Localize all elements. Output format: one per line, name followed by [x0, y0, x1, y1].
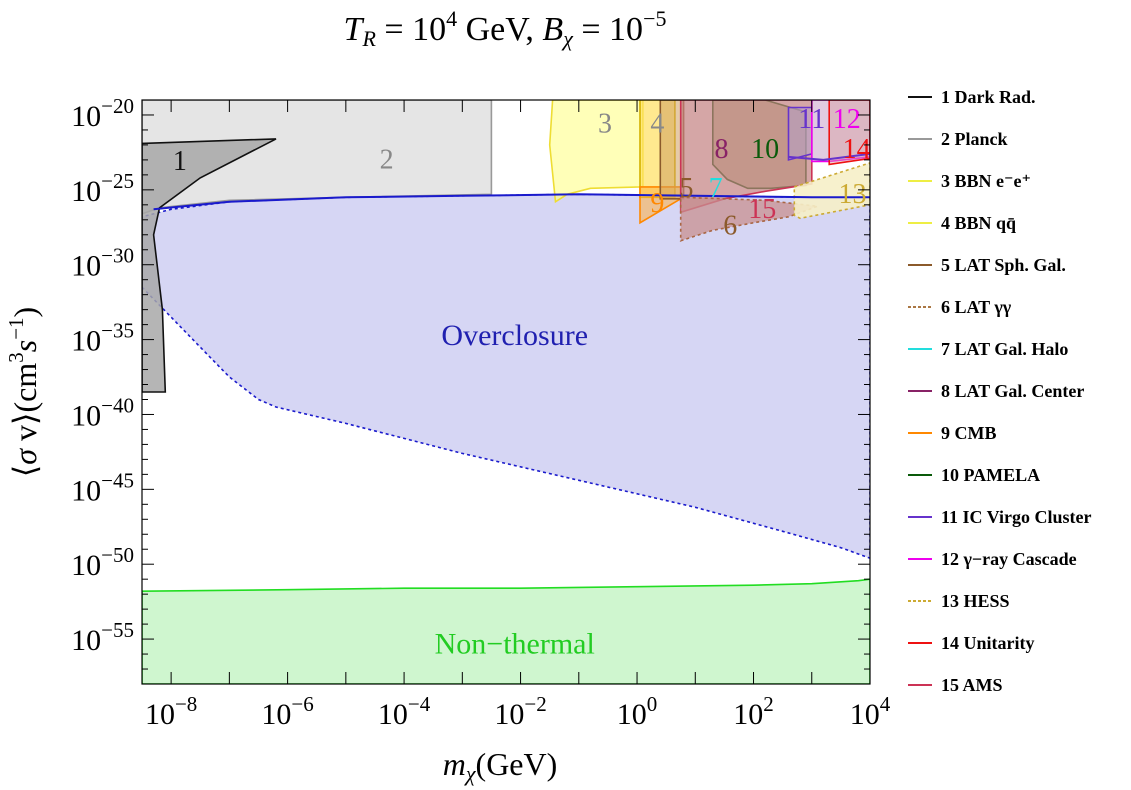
x-tick-label: 10−6 — [261, 692, 313, 731]
region-number-label: 8 — [714, 134, 728, 165]
overclosure-edge — [153, 193, 870, 211]
legend-entry: 1 Dark Rad. — [908, 87, 1036, 107]
legend-label: 3 BBN e⁻e⁺ — [941, 171, 1031, 191]
legend-entry: 8 LAT Gal. Center — [908, 381, 1084, 401]
region-number-label: 4 — [650, 108, 664, 139]
y-tick-label: 10−40 — [71, 393, 134, 432]
legend-entry: 5 LAT Sph. Gal. — [908, 255, 1066, 275]
region-14-area — [828, 100, 870, 166]
regions-layer — [142, 100, 870, 684]
legend-label: 13 HESS — [941, 591, 1010, 611]
ic-virgo-line — [788, 152, 870, 161]
y-axis-label: ⟨σ v⟩(cm3s−1) — [4, 307, 43, 477]
region-number-label: 1 — [173, 146, 187, 177]
plot-frame — [141, 99, 871, 685]
legend-label: 10 PAMELA — [941, 465, 1040, 485]
legend-label: 7 LAT Gal. Halo — [941, 339, 1068, 359]
region-number-label: 2 — [380, 144, 394, 175]
region-3-area — [548, 100, 644, 204]
legend-label: 15 AMS — [941, 675, 1003, 695]
y-tick-label: 10−25 — [71, 169, 134, 208]
plot-frame-rect — [141, 99, 871, 685]
legend-label: 11 IC Virgo Cluster — [941, 507, 1092, 527]
overclosure-area — [142, 193, 870, 560]
legend-label: 4 BBN qq̄ — [941, 213, 1016, 233]
region-number-label: 9 — [650, 188, 664, 219]
legend-entry: 7 LAT Gal. Halo — [908, 339, 1068, 359]
legend-entry: 11 IC Virgo Cluster — [908, 507, 1092, 527]
y-tick-label: 10−55 — [71, 618, 134, 657]
region-name-label: Non−thermal — [435, 628, 595, 661]
legend-label: 12 γ−ray Cascade — [941, 549, 1077, 569]
legend-entry: 10 PAMELA — [908, 465, 1040, 485]
region-6-area — [679, 196, 818, 242]
legend-label: 8 LAT Gal. Center — [941, 381, 1084, 401]
region-12-area — [810, 100, 870, 163]
x-tick-label: 100 — [617, 692, 658, 731]
region-number-label: 13 — [839, 179, 867, 210]
x-tick-label: 10−2 — [494, 692, 546, 731]
svg-text:TR = 104 GeV, Bχ = 10−5: TR = 104 GeV, Bχ = 10−5 — [344, 6, 667, 51]
svg-text:⟨σ v⟩(cm3s−1): ⟨σ v⟩(cm3s−1) — [4, 307, 43, 477]
legend-label: 14 Unitarity — [941, 633, 1035, 653]
y-tick-label: 10−30 — [71, 244, 134, 283]
x-tick-label: 102 — [733, 692, 774, 731]
legend: 1 Dark Rad. 2 Planck 3 BBN e⁻e⁺ 4 BBN qq̄ 5 … — [908, 87, 1092, 695]
y-tick-label: 10−35 — [71, 319, 134, 358]
y-tick-label: 10−45 — [71, 468, 134, 507]
legend-label: 2 Planck — [941, 129, 1008, 149]
legend-entry: 3 BBN e⁻e⁺ — [908, 171, 1031, 191]
x-tick-label: 10−8 — [145, 692, 197, 731]
region-number-label: 6 — [723, 210, 737, 241]
legend-entry: 12 γ−ray Cascade — [908, 549, 1077, 569]
legend-entry: 4 BBN qq̄ — [908, 213, 1016, 233]
legend-label: 9 CMB — [941, 423, 997, 443]
axis-ticks: 10−8 10−6 10−4 10−2 100 102 10410−2010−2510−30… — [71, 94, 891, 731]
legend-entry: 14 Unitarity — [908, 633, 1035, 653]
y-tick-label: 10−20 — [71, 94, 134, 133]
legend-label: 1 Dark Rad. — [941, 87, 1036, 107]
svg-text:mχ(GeV): mχ(GeV) — [443, 746, 558, 786]
legend-label: 5 LAT Sph. Gal. — [941, 255, 1066, 275]
legend-entry: 9 CMB — [908, 423, 997, 443]
region-1-area — [142, 138, 277, 393]
chart-title: TR = 104 GeV, Bχ = 10−5 — [344, 6, 667, 51]
legend-label: 6 LAT γγ — [941, 297, 1012, 317]
x-axis-label: mχ(GeV) — [443, 746, 558, 786]
region-number-label: 15 — [748, 194, 776, 225]
y-tick-label: 10−50 — [71, 543, 134, 582]
legend-entry: 13 HESS — [908, 591, 1010, 611]
non-thermal-area — [142, 578, 870, 684]
region-number-label: 5 — [680, 173, 694, 204]
region-name-label: Overclosure — [441, 319, 588, 352]
region-number-label: 7 — [709, 173, 723, 204]
region-number-label: 12 — [833, 104, 861, 135]
boundary-lines-layer — [153, 152, 870, 211]
region-number-label: 3 — [598, 108, 612, 139]
legend-entry: 2 Planck — [908, 129, 1008, 149]
x-tick-label: 104 — [850, 692, 891, 731]
legend-entry: 6 LAT γγ — [908, 297, 1012, 317]
legend-entry: 15 AMS — [908, 675, 1003, 695]
region-number-label: 10 — [751, 134, 779, 165]
region-13-area — [793, 162, 870, 220]
x-tick-label: 10−4 — [378, 692, 431, 731]
